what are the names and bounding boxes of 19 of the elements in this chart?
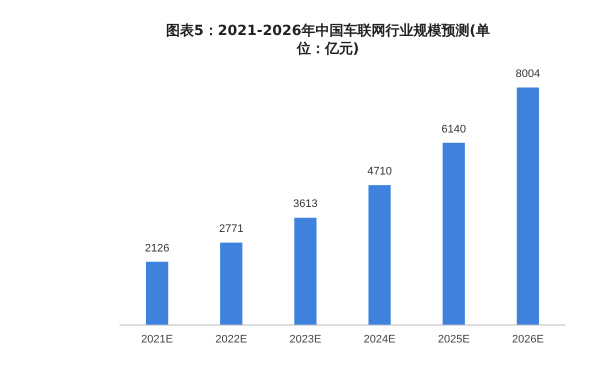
- data-label: 4710: [367, 166, 392, 178]
- x-tick-label: 2026E: [512, 333, 544, 346]
- bar: [516, 88, 540, 325]
- bar: [442, 142, 465, 325]
- x-tick-label: 2021E: [141, 333, 173, 346]
- bar: [146, 262, 168, 325]
- bar: [220, 242, 242, 325]
- data-label: 6140: [442, 123, 466, 136]
- x-tick-label: 2023E: [290, 333, 322, 346]
- data-label: 3613: [293, 198, 318, 210]
- bar: [294, 218, 317, 325]
- x-tick-label: 2025E: [438, 333, 470, 346]
- data-label: 2126: [144, 242, 170, 254]
- bar: [368, 185, 391, 325]
- x-tick-label: 2024E: [364, 333, 396, 346]
- data-label: 2771: [219, 223, 244, 236]
- data-label: 8004: [516, 68, 540, 80]
- x-tick-label: 2022E: [215, 333, 248, 346]
- chart-title: 图表5：2021-2026年中国车联网行业规模预测(单位：亿元): [165, 22, 491, 58]
